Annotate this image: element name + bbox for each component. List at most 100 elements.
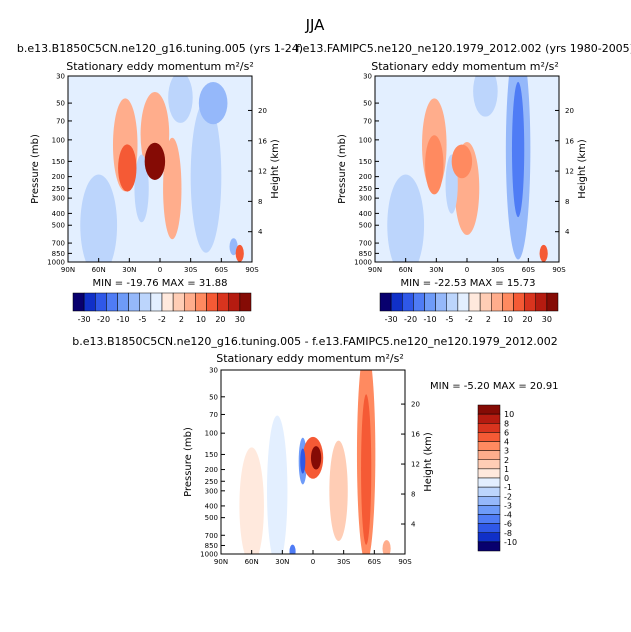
contour-feature bbox=[329, 440, 348, 542]
contour-feature bbox=[168, 76, 193, 123]
panel-top-right: f.e13.FAMIPC5.ne120_ne120.1979_2012.002 … bbox=[296, 42, 631, 73]
colorbar-label: -1 bbox=[504, 483, 512, 492]
y2-axis-label: Height (km) bbox=[270, 139, 281, 199]
contour-fills bbox=[239, 370, 391, 554]
contour-feature bbox=[190, 100, 222, 253]
colorbar-swatch bbox=[491, 292, 503, 312]
contour-feature bbox=[118, 144, 137, 192]
y2-tick-label: 20 bbox=[411, 401, 420, 409]
colorbar-swatch bbox=[184, 292, 196, 312]
contour-feature bbox=[300, 448, 306, 474]
y-tick-label: 30 bbox=[363, 73, 372, 81]
y2-tick-label: 8 bbox=[258, 198, 262, 206]
colorbar-swatch bbox=[477, 413, 501, 424]
min-label: MIN = -22.53 bbox=[401, 278, 467, 289]
contour-feature bbox=[387, 174, 425, 262]
colorbar-swatch bbox=[477, 450, 501, 460]
x-tick-label: 30N bbox=[122, 266, 136, 274]
var-title-units: m²/s² bbox=[225, 60, 254, 73]
y-tick-label: 500 bbox=[359, 222, 372, 230]
contour-feature bbox=[144, 142, 166, 180]
colorbar-top-left: -30 -20 -10 -5 -2 2 10 20 30 bbox=[72, 292, 252, 324]
y2-tick-label: 20 bbox=[565, 107, 574, 115]
y-tick-label: 150 bbox=[205, 451, 218, 459]
colorbar-swatch bbox=[424, 292, 436, 312]
plot-top-left: 90N 60N 30N 0 30S 60S 90S 30 50 70 100 150 200 250 300… bbox=[30, 73, 281, 275]
colorbar-label: -20 bbox=[97, 315, 110, 324]
y-tick-label: 300 bbox=[359, 195, 372, 203]
x-tick-label: 30N bbox=[429, 266, 443, 274]
y-tick-label: 1000 bbox=[200, 551, 218, 559]
y-axis-label: Pressure (mb) bbox=[30, 134, 41, 204]
colorbar-swatch bbox=[546, 292, 559, 312]
colorbar-label: 6 bbox=[504, 428, 509, 437]
y-tick-label: 250 bbox=[52, 185, 65, 193]
y2-tick-label: 16 bbox=[258, 137, 267, 145]
colorbar-swatch bbox=[150, 292, 163, 312]
colorbar-swatch bbox=[228, 292, 241, 312]
colorbar-swatch bbox=[72, 292, 85, 312]
contour-feature bbox=[310, 446, 322, 470]
colorbar-label: 10 bbox=[503, 315, 513, 324]
y-tick-label: 300 bbox=[52, 195, 65, 203]
y2-tick-label: 4 bbox=[411, 521, 416, 529]
y-tick-label: 70 bbox=[56, 117, 65, 125]
contour-fills bbox=[80, 76, 244, 262]
y-tick-label: 850 bbox=[52, 250, 65, 258]
y-tick-label: 70 bbox=[363, 117, 372, 125]
colorbar-swatch bbox=[524, 292, 536, 312]
colorbar-label: -30 bbox=[78, 315, 91, 324]
x-tick-label: 60S bbox=[215, 266, 229, 274]
colorbar-label: 8 bbox=[504, 419, 509, 428]
x-tick-label: 60N bbox=[245, 558, 259, 566]
var-title: Stationary eddy momentum m²/s² bbox=[371, 60, 559, 73]
contour-feature bbox=[361, 394, 372, 545]
colorbar-label: -10 bbox=[504, 538, 517, 547]
contour-fills bbox=[387, 76, 548, 262]
x-tick-label: 30S bbox=[184, 266, 198, 274]
run-title: b.e13.B1850C5CN.ne120_g16.tuning.005 - f… bbox=[72, 335, 557, 348]
max-label: MAX = 31.88 bbox=[162, 278, 228, 289]
colorbar-swatch bbox=[402, 292, 414, 312]
contour-feature bbox=[235, 244, 244, 262]
colorbar-swatch bbox=[502, 292, 514, 312]
x-tick-label: 90N bbox=[368, 266, 382, 274]
colorbar-swatch bbox=[83, 292, 96, 312]
colorbar-swatch bbox=[239, 292, 252, 312]
colorbar-label: -10 bbox=[424, 315, 437, 324]
colorbar-swatch bbox=[413, 292, 425, 312]
var-title-name: Stationary eddy momentum bbox=[66, 60, 221, 73]
y2-tick-label: 16 bbox=[411, 431, 420, 439]
colorbar-swatch bbox=[195, 292, 207, 312]
colorbar-swatch bbox=[477, 432, 501, 442]
colorbar-label: -2 bbox=[504, 492, 512, 501]
var-title-name: Stationary eddy momentum bbox=[371, 60, 526, 73]
colorbar-swatch bbox=[457, 292, 470, 312]
y-axis-label: Pressure (mb) bbox=[337, 134, 348, 204]
y-tick-label: 700 bbox=[205, 532, 218, 540]
x-tick-label: 60N bbox=[399, 266, 413, 274]
colorbar-label: 10 bbox=[504, 410, 514, 419]
x-tick-label: 30S bbox=[337, 558, 351, 566]
colorbar-label: 2 bbox=[179, 315, 184, 324]
x-tick-label: 90S bbox=[552, 266, 566, 274]
contour-feature bbox=[267, 415, 288, 554]
y-tick-label: 1000 bbox=[354, 259, 372, 267]
y-tick-label: 850 bbox=[205, 542, 218, 550]
colorbar-label: -10 bbox=[117, 315, 130, 324]
y2-tick-label: 12 bbox=[411, 461, 420, 469]
season-title: JJA bbox=[305, 16, 326, 34]
colorbar-swatch bbox=[206, 292, 218, 312]
colorbar-label: -2 bbox=[465, 315, 473, 324]
y-tick-label: 100 bbox=[52, 136, 65, 144]
contour-feature bbox=[511, 81, 525, 218]
colorbar-top-right: -30 -20 -10 -5 -2 2 10 20 30 bbox=[379, 292, 559, 324]
var-title: Stationary eddy momentum m²/s² bbox=[66, 60, 254, 73]
y-tick-label: 400 bbox=[52, 210, 65, 218]
y2-tick-label: 16 bbox=[565, 137, 574, 145]
colorbar-swatch bbox=[477, 486, 501, 497]
run-title: f.e13.FAMIPC5.ne120_ne120.1979_2012.002 … bbox=[296, 42, 631, 55]
colorbar-label: 3 bbox=[504, 447, 509, 456]
var-title-units: m²/s² bbox=[530, 60, 559, 73]
y2-tick-label: 4 bbox=[258, 228, 263, 236]
